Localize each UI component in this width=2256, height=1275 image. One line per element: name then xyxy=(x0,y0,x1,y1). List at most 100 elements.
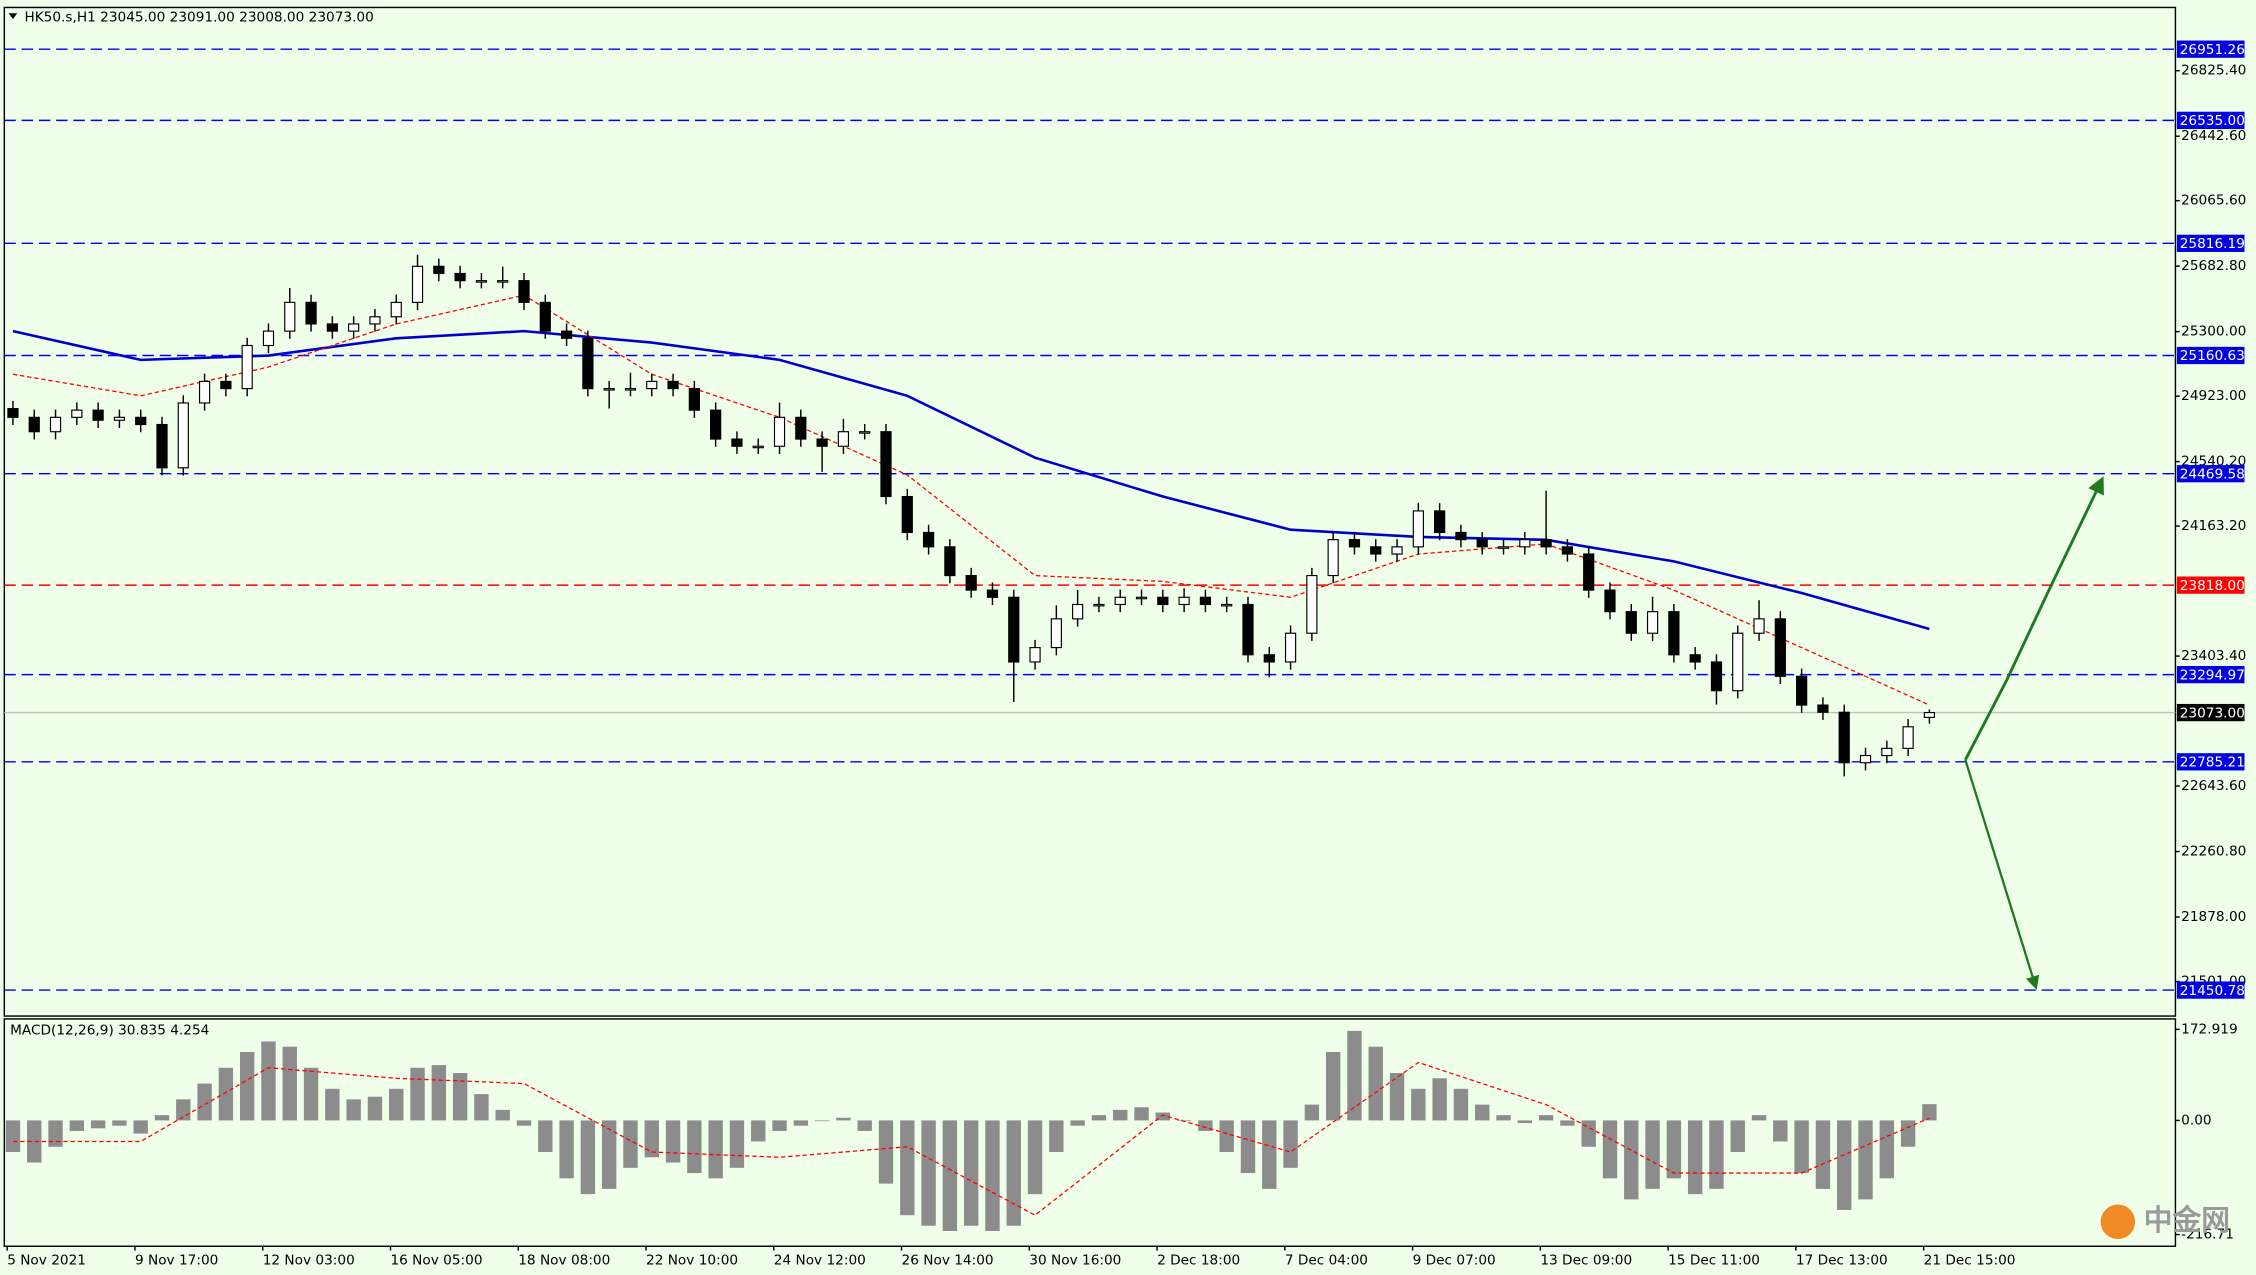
candle-body xyxy=(1284,632,1297,663)
plot-layer: 26825.40 26442.60 26065.60 25682.80 25300.00… xyxy=(4,40,2246,1269)
candle-body xyxy=(1476,539,1488,548)
candle-body xyxy=(816,438,828,447)
macd-bar xyxy=(1006,1120,1021,1226)
candle-body xyxy=(859,431,871,434)
macd-bar xyxy=(452,1073,468,1121)
macd-y-tick-label: -216.71 xyxy=(2181,1227,2234,1243)
macd-bar xyxy=(325,1088,340,1121)
macd-bar xyxy=(963,1120,979,1226)
macd-bar xyxy=(538,1120,553,1153)
x-tick-label: 26 Nov 14:00 xyxy=(902,1253,994,1269)
macd-bar xyxy=(751,1120,766,1142)
level-label: 22785.21 xyxy=(2180,755,2245,771)
macd-bar xyxy=(814,1120,830,1122)
candle-body xyxy=(390,301,402,318)
main-panel xyxy=(3,6,2177,1017)
x-tick-label: 2 Dec 18:00 xyxy=(1157,1253,1240,1269)
y-tick-label: 22643.60 xyxy=(2181,778,2246,794)
candle-body xyxy=(1199,596,1212,606)
candle-body xyxy=(965,574,977,591)
projection-down xyxy=(1964,759,2040,990)
y-tick-label: 25682.80 xyxy=(2181,258,2246,274)
level-label: 25816.19 xyxy=(2180,236,2245,252)
x-tick-label: 24 Nov 12:00 xyxy=(774,1253,866,1269)
level-label: 23294.97 xyxy=(2180,667,2245,683)
macd-bar xyxy=(1347,1030,1362,1121)
macd-bar xyxy=(1624,1120,1639,1200)
macd-bar xyxy=(282,1046,297,1121)
x-tick-label: 12 Nov 03:00 xyxy=(263,1253,355,1269)
y-tick-label: 24923.00 xyxy=(2181,388,2246,404)
macd-bar xyxy=(1113,1109,1128,1121)
projection-up xyxy=(1964,476,2104,761)
candle-body xyxy=(603,388,615,391)
macd-bar xyxy=(1325,1051,1341,1121)
candle-body xyxy=(135,416,147,426)
level-label: 23818.00 xyxy=(2180,578,2245,594)
candle-body xyxy=(49,416,62,433)
level-box xyxy=(2176,981,2245,999)
candle-body xyxy=(944,546,956,577)
candle-body xyxy=(475,280,488,283)
level-label: 26535.00 xyxy=(2180,113,2245,129)
y-tick-label: 26442.60 xyxy=(2181,128,2246,144)
candle-body xyxy=(1710,661,1723,692)
candle-body xyxy=(1923,712,1936,718)
candle-body xyxy=(1689,654,1701,663)
macd-bar xyxy=(1283,1120,1298,1168)
candle-body xyxy=(731,438,743,447)
macd-bar xyxy=(729,1120,745,1168)
candle-body xyxy=(1561,546,1574,555)
macd-bar xyxy=(346,1099,361,1121)
macd-bar xyxy=(836,1117,851,1121)
macd-bar xyxy=(1666,1120,1682,1179)
macd-bar xyxy=(1155,1112,1171,1121)
macd-bar xyxy=(431,1065,447,1121)
y-tick-label: 26065.60 xyxy=(2181,193,2246,209)
macd-bar xyxy=(1475,1104,1490,1121)
y-tick-label: 24163.20 xyxy=(2181,518,2246,534)
macd-bar xyxy=(1858,1120,1873,1200)
candle-body xyxy=(411,265,424,303)
chart-title: HK50.s,H1 23045.00 23091.00 23008.00 230… xyxy=(24,10,373,26)
level-box xyxy=(2176,576,2245,594)
y-tick-label: 26825.40 xyxy=(2181,63,2246,79)
macd-bar xyxy=(1794,1120,1809,1174)
macd-bar xyxy=(1134,1107,1149,1121)
macd-bar xyxy=(1687,1120,1703,1195)
candle-body xyxy=(348,323,360,332)
candle-body xyxy=(1604,589,1616,613)
candle-body xyxy=(1221,603,1233,607)
candle-body xyxy=(667,380,679,390)
candle-body xyxy=(1838,711,1850,764)
candle-body xyxy=(646,380,658,390)
menu-triangle xyxy=(8,13,18,19)
candle-body xyxy=(1455,531,1467,541)
x-tick-label: 16 Nov 05:00 xyxy=(390,1253,482,1269)
macd-bar xyxy=(1922,1104,1937,1121)
candle-body xyxy=(241,344,253,390)
candle-body xyxy=(28,416,40,433)
macd-bar xyxy=(516,1120,532,1126)
macd-bar xyxy=(580,1120,596,1195)
y-tick-label: 23403.40 xyxy=(2181,648,2246,664)
candle-body xyxy=(1306,574,1318,634)
x-tick-label: 18 Nov 08:00 xyxy=(518,1253,610,1269)
candle-body xyxy=(539,301,551,332)
candle-body xyxy=(1859,754,1872,764)
macd-signal xyxy=(12,1061,1930,1216)
macd-bar xyxy=(665,1120,681,1163)
macd-bar xyxy=(1773,1120,1788,1142)
candle-body xyxy=(1668,611,1680,656)
candle-body xyxy=(1093,603,1105,607)
level-label: 23073.00 xyxy=(2180,705,2245,721)
macd-bar xyxy=(1262,1120,1277,1189)
level-label: 26951.26 xyxy=(2180,42,2245,58)
candle-body xyxy=(305,301,317,325)
macd-bar xyxy=(1240,1120,1256,1174)
candle-body xyxy=(710,409,722,440)
macd-bar xyxy=(1581,1120,1596,1147)
candle-body xyxy=(198,380,211,404)
candle-body xyxy=(795,416,807,440)
macd-bar xyxy=(239,1051,255,1121)
